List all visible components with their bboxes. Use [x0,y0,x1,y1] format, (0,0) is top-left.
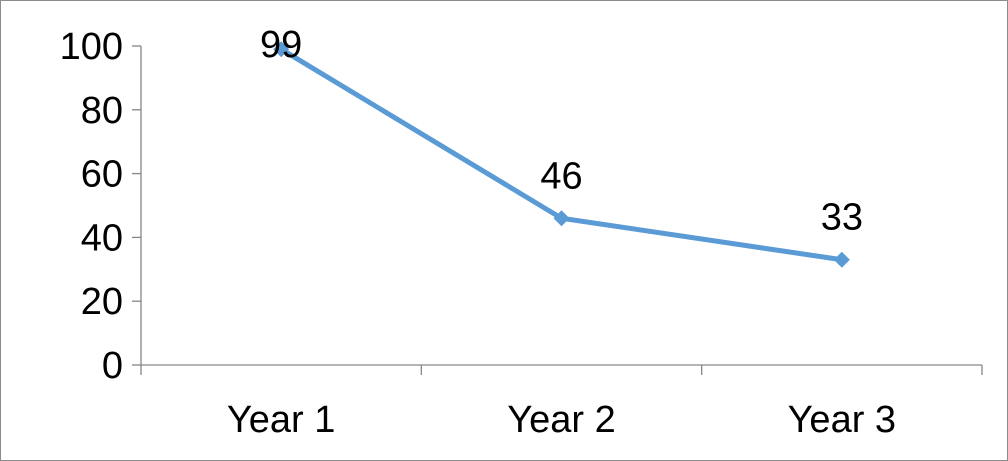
data-point-marker [273,41,290,58]
x-tick-label: Year 2 [507,399,615,441]
y-tick-label: 40 [81,217,123,259]
data-label: 99 [260,24,302,66]
axes [140,46,982,366]
y-tick-label: 0 [102,345,123,387]
y-tick-label: 60 [81,154,123,196]
series [273,41,850,268]
data-label: 33 [821,197,863,239]
data-label: 46 [540,155,582,197]
y-axis-ticks: 0 20 40 60 80 100 [60,26,141,387]
x-axis-ticks: Year 1 Year 2 Year 3 [140,365,983,441]
y-tick-label: 80 [81,90,123,132]
data-labels: 99 46 33 [260,24,863,239]
data-point-marker [553,210,570,227]
y-tick-label: 20 [81,281,123,323]
x-tick-label: Year 3 [788,399,896,441]
data-point-marker [833,251,850,268]
x-tick-label: Year 1 [227,399,335,441]
y-tick-label: 100 [60,26,123,68]
